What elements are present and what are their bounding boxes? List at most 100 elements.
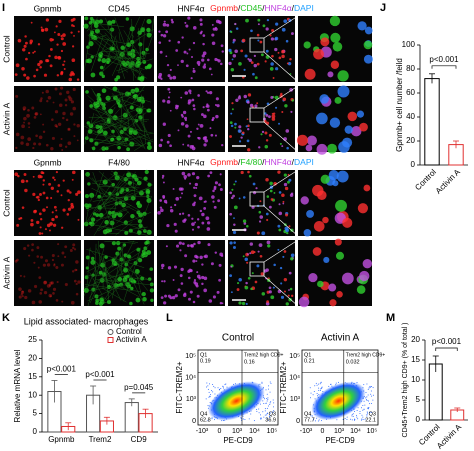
cell	[232, 54, 237, 58]
cell	[48, 182, 52, 186]
fiber	[89, 272, 103, 296]
cell	[251, 205, 255, 209]
cell	[23, 173, 27, 176]
cell	[274, 36, 279, 41]
cell	[55, 125, 59, 128]
fiber	[95, 177, 143, 182]
cell	[220, 62, 223, 66]
cell	[77, 280, 81, 284]
x-tick-label: -10³	[300, 428, 313, 435]
quadrant-name: Q4	[304, 411, 311, 417]
cell	[273, 191, 276, 194]
density-core	[311, 381, 366, 421]
fiber	[98, 181, 130, 212]
event	[209, 396, 211, 398]
zoom-box	[249, 107, 265, 123]
cell	[202, 42, 205, 46]
cell	[162, 196, 165, 199]
event	[205, 398, 207, 400]
cell	[232, 41, 235, 44]
cell	[61, 149, 64, 151]
legend-label: Control	[116, 327, 142, 336]
cell	[126, 172, 132, 178]
fiber	[85, 137, 142, 147]
cell	[214, 27, 218, 31]
x-tick-label: 10³	[334, 428, 345, 435]
cell	[28, 254, 31, 257]
cell	[259, 254, 263, 258]
cell	[187, 276, 191, 280]
cell	[21, 206, 25, 209]
cell	[258, 210, 262, 214]
cell	[187, 144, 190, 147]
cell	[165, 30, 169, 34]
cell	[259, 40, 263, 44]
cell	[111, 19, 116, 24]
event	[362, 409, 364, 411]
cell	[29, 41, 33, 45]
cell	[271, 54, 274, 58]
event	[371, 395, 373, 397]
cell	[187, 101, 191, 105]
cell	[60, 263, 64, 267]
fiber	[103, 255, 109, 294]
cell	[282, 255, 285, 258]
cell	[257, 250, 260, 253]
cell	[186, 52, 189, 55]
cell	[199, 18, 203, 22]
cell	[213, 205, 217, 209]
cell	[192, 26, 197, 30]
zoom-guide	[263, 85, 299, 109]
cell	[124, 230, 129, 235]
cell	[250, 250, 255, 255]
cell	[200, 113, 204, 116]
cell	[212, 200, 215, 203]
fiber	[127, 240, 139, 243]
cell	[26, 244, 30, 247]
cell	[62, 33, 66, 37]
cell	[246, 224, 249, 228]
cell	[98, 301, 104, 306]
cell	[42, 179, 45, 182]
cell	[260, 53, 264, 57]
cell	[281, 145, 284, 148]
fiber	[103, 280, 119, 287]
cell	[161, 267, 164, 270]
cell	[75, 260, 79, 264]
cell	[281, 27, 286, 32]
cell	[206, 91, 210, 94]
cell	[38, 300, 43, 304]
cell	[182, 110, 187, 115]
y-tick-label: 20	[411, 335, 420, 344]
cell	[60, 37, 64, 41]
cell	[229, 121, 233, 125]
event	[260, 414, 262, 416]
cell	[220, 44, 224, 48]
cell	[289, 73, 292, 75]
cell	[236, 288, 240, 291]
fiber	[112, 245, 123, 299]
cell	[145, 240, 150, 245]
cell	[234, 180, 237, 183]
cell	[69, 191, 72, 194]
quadrant-value: 22.1	[365, 417, 376, 423]
cell	[107, 210, 112, 215]
event	[264, 414, 266, 416]
cell	[342, 217, 353, 228]
cell	[51, 136, 55, 140]
event	[366, 399, 368, 401]
cell	[28, 51, 31, 55]
cell	[24, 295, 28, 300]
cell	[334, 97, 342, 104]
cell	[210, 73, 213, 76]
cell	[146, 197, 152, 204]
cell	[52, 287, 57, 291]
fiber	[128, 183, 132, 187]
fiber	[105, 277, 128, 301]
fiber	[126, 49, 136, 62]
event	[209, 383, 211, 385]
event	[350, 418, 352, 420]
cell	[184, 91, 189, 95]
cell	[261, 130, 265, 134]
cell	[28, 126, 31, 129]
